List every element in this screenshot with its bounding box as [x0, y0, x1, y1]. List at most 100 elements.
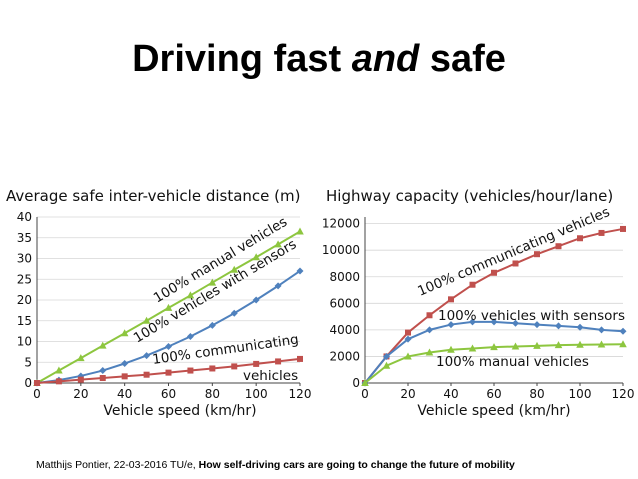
distance-data-point [34, 380, 40, 386]
capacity-data-point [404, 335, 412, 343]
capacity-data-point [468, 344, 477, 352]
capacity-data-point [555, 243, 562, 250]
slide-title: Driving fast and safe [0, 38, 638, 81]
distance-x-tick-label: 40 [117, 387, 132, 401]
distance-data-point [165, 369, 172, 376]
distance-plot: 0 5 10 15 20 25 30 35 40 0 20 40 60 80 100 120 [17, 210, 312, 401]
distance-data-point [77, 376, 84, 383]
capacity-data-point [619, 327, 627, 335]
capacity-data-point [425, 348, 434, 356]
capacity-y-tick-label: 12000 [322, 217, 360, 231]
distance-x-tick-label: 100 [245, 387, 268, 401]
distance-series-diamond [33, 267, 304, 387]
distance-y-tick-label: 25 [17, 272, 32, 286]
distance-data-point [208, 321, 216, 329]
capacity-data-point [534, 251, 540, 258]
capacity-data-point [447, 321, 455, 329]
distance-data-point [99, 375, 106, 382]
capacity-data-point [469, 281, 476, 288]
distance-data-point [77, 354, 85, 362]
capacity-x-tick-label: 120 [612, 387, 635, 401]
capacity-data-point [447, 345, 455, 353]
capacity-data-point [597, 340, 606, 348]
distance-x-tick-label: 120 [289, 387, 312, 401]
capacity-data-point [491, 269, 497, 276]
capacity-chart-x-label: Vehicle speed (km/hr) [417, 403, 570, 419]
distance-series-triangle [33, 227, 304, 386]
capacity-data-point [576, 323, 584, 331]
capacity-data-point [361, 379, 369, 386]
distance-y-tick-label: 30 [17, 252, 32, 266]
capacity-data-point [490, 318, 498, 326]
distance-chart: Average safe inter-vehicle distance (m) … [6, 187, 311, 419]
capacity-x-tick-label: 0 [361, 387, 369, 401]
capacity-data-point [576, 340, 584, 348]
footer-author: Matthijs Pontier, 22-03-2016 TU/e, [36, 459, 199, 471]
capacity-data-point [577, 235, 583, 242]
capacity-plot: 0 2000 4000 6000 8000 10000 12000 0 20 40 60 80 100 1… [322, 217, 635, 401]
distance-data-point [297, 355, 303, 362]
distance-y-tick-label: 5 [24, 355, 32, 369]
distance-data-point [230, 309, 238, 317]
distance-data-point [274, 282, 282, 290]
distance-series-square [34, 355, 303, 386]
capacity-data-point [426, 326, 433, 334]
distance-data-point [209, 365, 216, 372]
distance-x-tick-label: 60 [161, 387, 176, 401]
distance-data-point [186, 291, 195, 299]
distance-data-point [208, 278, 217, 286]
distance-data-point [230, 265, 239, 273]
distance-data-point [165, 342, 172, 350]
distance-data-point [231, 363, 238, 370]
capacity-data-point [554, 341, 563, 349]
title-text-1: Driving fast [132, 38, 352, 80]
distance-data-point [98, 341, 107, 349]
annotation-communicating-line2: vehicles [243, 368, 298, 384]
capacity-series-line [364, 320, 624, 384]
annotation-vehicles-with-sensors: 100% vehicles with sensors [438, 308, 625, 324]
distance-data-point [275, 358, 282, 365]
annotation-communicating-vehicles: 100% communicating vehicles [415, 204, 612, 300]
capacity-data-point [383, 352, 390, 360]
capacity-series-diamond [361, 318, 627, 387]
distance-data-point [99, 367, 107, 375]
capacity-x-tick-label: 100 [569, 387, 592, 401]
capacity-y-tick-label: 4000 [329, 323, 360, 337]
distance-chart-title: Average safe inter-vehicle distance (m) [6, 187, 301, 205]
distance-y-tick-label: 20 [17, 293, 32, 307]
capacity-chart-title: Highway capacity (vehicles/hour/lane) [326, 187, 613, 205]
distance-y-tick-label: 35 [17, 231, 32, 245]
distance-data-point [55, 378, 62, 385]
capacity-chart: Highway capacity (vehicles/hour/lane) 0 2… [322, 187, 635, 419]
distance-y-tick-label: 15 [17, 314, 32, 328]
distance-y-tick-label: 0 [24, 376, 32, 390]
distance-data-point [55, 366, 63, 374]
distance-x-tick-label: 0 [33, 387, 41, 401]
annotation-manual-vehicles: 100% manual vehicles [436, 354, 589, 370]
capacity-data-point [619, 340, 627, 348]
capacity-data-point [620, 225, 626, 232]
distance-data-point [120, 329, 129, 337]
capacity-data-point [533, 341, 541, 349]
distance-chart-x-label: Vehicle speed (km/hr) [103, 403, 256, 419]
distance-data-point [186, 333, 194, 341]
distance-data-point [252, 296, 260, 304]
capacity-data-point [511, 342, 520, 350]
capacity-data-point [490, 343, 498, 351]
capacity-data-point [598, 326, 605, 334]
capacity-data-point [598, 229, 605, 236]
capacity-x-tick-label: 60 [486, 387, 501, 401]
distance-data-point [121, 359, 129, 367]
footer-credit: Matthijs Pontier, 22-03-2016 TU/e, How s… [36, 459, 515, 471]
distance-data-point [252, 253, 260, 261]
footer-talk-title: How self-driving cars are going to chang… [198, 459, 515, 471]
capacity-x-tick-label: 20 [400, 387, 415, 401]
capacity-data-point [512, 319, 519, 327]
capacity-y-tick-label: 0 [352, 376, 360, 390]
capacity-data-point [382, 361, 391, 369]
capacity-y-tick-label: 2000 [329, 349, 360, 363]
capacity-data-point [448, 296, 454, 303]
distance-x-tick-label: 80 [205, 387, 220, 401]
capacity-y-tick-label: 10000 [322, 243, 360, 257]
distance-data-point [187, 367, 194, 374]
